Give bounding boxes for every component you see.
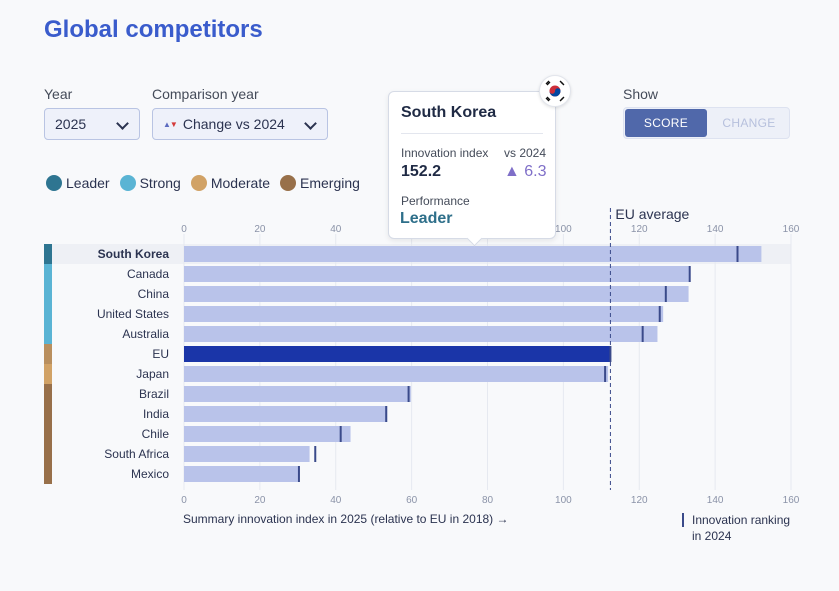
- legend-item-strong[interactable]: Strong: [119, 175, 181, 191]
- group-strip: [44, 244, 52, 264]
- bar-australia: [184, 326, 658, 342]
- year-label: Year: [44, 86, 73, 102]
- x-tick-label-top: 40: [330, 224, 342, 235]
- eu-average-label: EU average: [615, 206, 689, 222]
- category-label: Chile: [142, 427, 170, 441]
- tooltip-index-value: 152.2: [401, 163, 442, 180]
- show-label: Show: [623, 86, 659, 102]
- category-label: Mexico: [131, 467, 169, 481]
- tooltip-change-value: ▲ 6.3: [504, 163, 547, 180]
- year-value: 2025: [55, 116, 87, 132]
- category-label: South Korea: [98, 247, 170, 261]
- x-tick-label-bottom: 140: [707, 495, 724, 506]
- ranking-caption: Innovation ranking in 2024: [692, 513, 791, 543]
- legend-item-leader[interactable]: Leader: [46, 175, 110, 191]
- year-select[interactable]: 2025: [44, 108, 140, 140]
- bar-chile: [184, 426, 351, 442]
- group-strip: [44, 304, 52, 324]
- category-label: China: [138, 287, 170, 301]
- legend-dot: [46, 175, 62, 191]
- group-strip: [44, 264, 52, 284]
- x-tick-label-bottom: 20: [254, 495, 266, 506]
- comparison-year-value: Change vs 2024: [182, 116, 285, 132]
- category-label: Japan: [136, 367, 169, 381]
- x-tick-label-bottom: 160: [783, 495, 800, 506]
- category-label: United States: [97, 307, 169, 321]
- category-label: Brazil: [139, 387, 169, 401]
- bar-united-states: [184, 306, 664, 322]
- legend-item-emerging[interactable]: Emerging: [280, 175, 360, 191]
- bar-south-africa: [184, 446, 310, 462]
- x-tick-label-top: 140: [707, 224, 724, 235]
- tooltip-country: South Korea: [401, 104, 497, 121]
- category-label: Australia: [122, 327, 169, 341]
- x-tick-label-bottom: 100: [555, 495, 572, 506]
- legend-dot: [190, 175, 207, 191]
- legend-dot: [119, 175, 136, 191]
- group-strip: [44, 284, 52, 304]
- group-strip: [44, 364, 52, 384]
- tooltip-index-label: Innovation index: [401, 146, 489, 160]
- group-strip: [44, 424, 52, 444]
- group-strip: [44, 464, 52, 484]
- x-tick-label-top: 0: [181, 224, 187, 235]
- legend-label: Emerging: [300, 175, 360, 191]
- group-strip: [44, 384, 52, 404]
- bar-brazil: [184, 386, 411, 402]
- bar-south-korea: [184, 246, 762, 262]
- category-label: EU: [152, 347, 169, 361]
- x-tick-label-bottom: 40: [330, 495, 342, 506]
- tooltip-performance-value: Leader: [400, 210, 453, 227]
- x-tick-label-bottom: 60: [406, 495, 418, 506]
- bar-india: [184, 406, 388, 422]
- x-tick-label-bottom: 120: [631, 495, 648, 506]
- tooltip: South Korea Innovation index vs 2024 152…: [388, 91, 556, 247]
- bar-canada: [184, 266, 691, 282]
- bar-mexico: [184, 466, 300, 482]
- legend-dot: [280, 175, 296, 191]
- group-strip: [44, 444, 52, 464]
- bar-japan: [184, 366, 609, 382]
- change-toggle-button[interactable]: CHANGE: [722, 116, 776, 130]
- south-korea-flag-icon: [539, 75, 571, 107]
- x-tick-label-bottom: 0: [181, 495, 187, 506]
- show-toggle: SCORE CHANGE: [623, 107, 790, 139]
- comparison-year-label: Comparison year: [152, 86, 259, 102]
- tooltip-performance-label: Performance: [401, 194, 470, 208]
- change-arrows-icon: ▲▼: [163, 119, 178, 129]
- group-strip: [44, 324, 52, 344]
- tooltip-divider: [401, 133, 543, 134]
- x-tick-label-top: 100: [555, 224, 572, 235]
- legend-item-moderate[interactable]: Moderate: [190, 175, 270, 191]
- score-toggle-button[interactable]: SCORE: [625, 109, 707, 137]
- group-strip: [44, 344, 52, 364]
- bar-eu: [184, 346, 611, 362]
- x-tick-label-top: 120: [631, 224, 648, 235]
- legend-label: Leader: [66, 175, 110, 191]
- group-strip: [44, 404, 52, 424]
- legend-label: Strong: [139, 175, 181, 191]
- x-tick-label-top: 160: [783, 224, 800, 235]
- tooltip-vs-label: vs 2024: [504, 146, 547, 160]
- x-tick-label-bottom: 80: [482, 495, 494, 506]
- axis-caption[interactable]: Summary innovation index in 2025 (relati…: [183, 512, 509, 526]
- ranking-marker-legend: [682, 513, 684, 527]
- page-title: Global competitors: [44, 16, 263, 43]
- x-tick-label-top: 20: [254, 224, 266, 235]
- category-label: South Africa: [104, 447, 169, 461]
- comparison-year-select[interactable]: ▲▼ Change vs 2024: [152, 108, 328, 140]
- bar-china: [184, 286, 689, 302]
- legend: Leader Strong Moderate Emerging: [46, 175, 360, 191]
- category-label: Canada: [127, 267, 169, 281]
- category-label: India: [143, 407, 169, 421]
- legend-label: Moderate: [210, 175, 270, 191]
